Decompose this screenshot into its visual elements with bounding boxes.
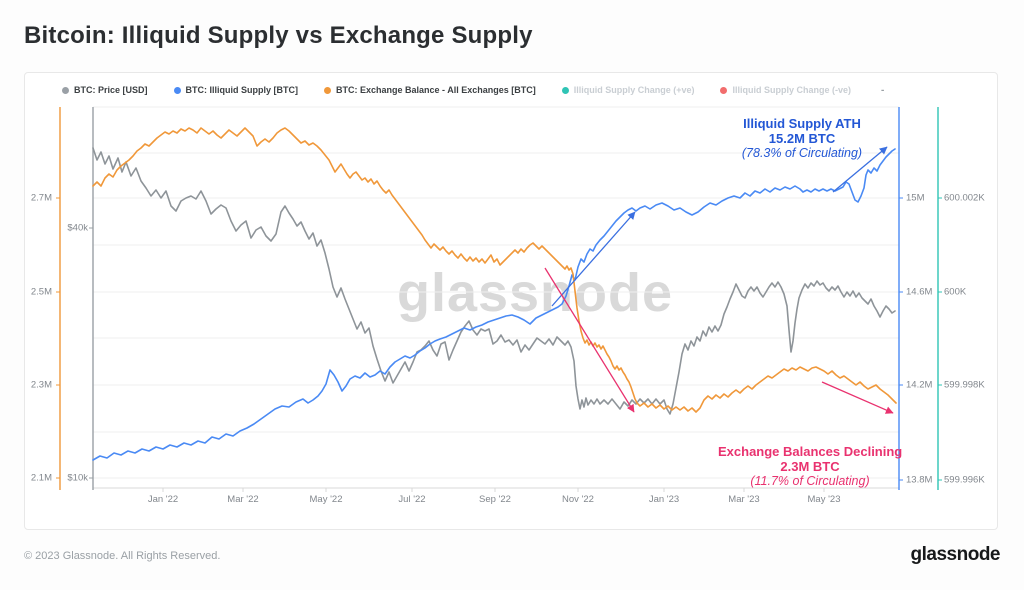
change_right-tick-label: 599.996K bbox=[944, 474, 985, 486]
copyright-text: © 2023 Glassnode. All Rights Reserved. bbox=[24, 550, 221, 562]
x-axis-tick-label: May '22 bbox=[309, 494, 343, 505]
exchange_left-tick-label: 2.5M bbox=[30, 286, 52, 298]
annotation-line: 2.3M BTC bbox=[780, 459, 840, 474]
illiquid_right-tick-label: 14.2M bbox=[906, 379, 933, 391]
legend-item-1[interactable]: BTC: Illiquid Supply [BTC] bbox=[173, 85, 298, 95]
x-axis-tick-label: Mar '23 bbox=[728, 494, 760, 505]
x-axis-tick-label: Nov '22 bbox=[562, 494, 594, 505]
series-dot-icon bbox=[62, 86, 69, 94]
change_right-tick-label: 600K bbox=[944, 286, 967, 298]
price_left-tick-label: $40k bbox=[67, 222, 88, 234]
change_right-tick-label: 600.002K bbox=[944, 192, 985, 204]
legend-overflow-dash: - bbox=[881, 84, 885, 96]
x-axis-tick-label: Mar '22 bbox=[227, 494, 259, 505]
x-axis-tick-label: May '23 bbox=[807, 494, 841, 505]
annotation-line: (78.3% of Circulating) bbox=[741, 146, 863, 160]
change_right-tick-label: 599.998K bbox=[944, 379, 985, 391]
series-dot-icon bbox=[173, 86, 181, 94]
legend-item-label: Illiquid Supply Change (+ve) bbox=[573, 85, 695, 95]
legend-item-label: BTC: Illiquid Supply [BTC] bbox=[185, 85, 298, 95]
legend-item-2[interactable]: BTC: Exchange Balance - All Exchanges [B… bbox=[324, 85, 536, 95]
legend-item-0[interactable]: BTC: Price [USD] bbox=[62, 85, 148, 95]
legend-item-label: Illiquid Supply Change (-ve) bbox=[732, 85, 851, 95]
x-axis-tick-label: Sep '22 bbox=[479, 494, 511, 505]
legend: BTC: Price [USD] BTC: Illiquid Supply [B… bbox=[62, 83, 884, 97]
legend-item-4[interactable]: Illiquid Supply Change (-ve) bbox=[720, 85, 851, 95]
exchange_left-tick-label: 2.3M bbox=[30, 379, 52, 391]
illiquid_right-tick-label: 15M bbox=[906, 192, 925, 204]
annotation-line: (11.7% of Circulating) bbox=[750, 474, 870, 488]
exchange_left-tick-label: 2.7M bbox=[30, 192, 52, 204]
exchange_left-tick-label: 2.1M bbox=[30, 472, 52, 484]
illiquid_right-tick-label: 14.6M bbox=[906, 286, 933, 298]
price_left-tick-label: $10k bbox=[67, 472, 88, 484]
annotation-exchange-declining: Exchange Balances Declining 2.3M BTC (11… bbox=[718, 444, 902, 489]
annotation-line: 15.2M BTC bbox=[768, 131, 836, 146]
x-axis-tick-label: Jul '22 bbox=[398, 494, 426, 505]
glassnode-logo: glassnode bbox=[910, 544, 1001, 565]
legend-item-label: BTC: Price [USD] bbox=[74, 85, 148, 95]
legend-item-label: BTC: Exchange Balance - All Exchanges [B… bbox=[336, 85, 536, 95]
x-axis-tick-label: Jan '23 bbox=[648, 494, 680, 505]
x-axis-tick-label: Jan '22 bbox=[147, 494, 179, 505]
illiquid_right-tick-label: 13.8M bbox=[906, 474, 933, 486]
page-title: Bitcoin: Illiquid Supply vs Exchange Sup… bbox=[24, 22, 533, 49]
legend-item-3[interactable]: Illiquid Supply Change (+ve) bbox=[561, 85, 695, 95]
series-dot-icon bbox=[720, 86, 728, 94]
series-dot-icon bbox=[561, 86, 569, 94]
annotation-line: Illiquid Supply ATH bbox=[743, 116, 861, 131]
annotation-illiquid-ath: Illiquid Supply ATH 15.2M BTC (78.3% of … bbox=[712, 116, 892, 161]
annotation-line: Exchange Balances Declining bbox=[718, 444, 903, 459]
series-dot-icon bbox=[324, 86, 331, 94]
